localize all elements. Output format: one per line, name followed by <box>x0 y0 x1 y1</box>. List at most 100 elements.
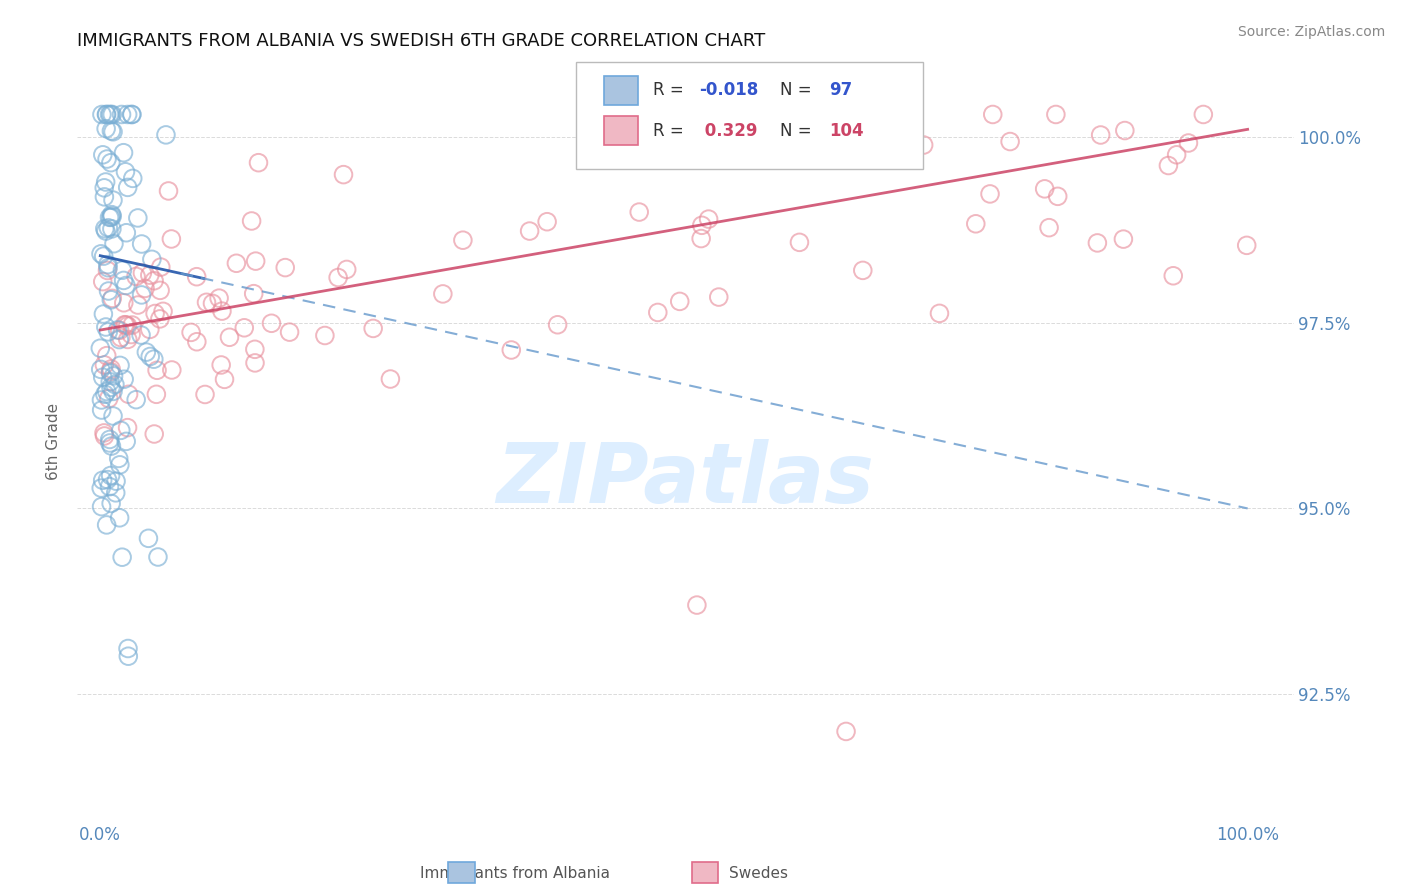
Point <box>100 208 122 222</box>
Point <box>131 237 153 252</box>
Point <box>1045 107 1067 121</box>
Point <box>96 107 118 121</box>
Text: Immigrants from Albania: Immigrants from Albania <box>420 866 610 881</box>
Point <box>93 307 115 321</box>
Point <box>1038 220 1060 235</box>
Point <box>98 211 121 225</box>
Point <box>134 281 156 295</box>
Point <box>91 275 114 289</box>
Point <box>208 291 231 305</box>
FancyBboxPatch shape <box>692 862 718 883</box>
Point <box>105 474 128 488</box>
Point <box>90 403 112 417</box>
Point <box>115 434 138 449</box>
Point <box>149 284 172 298</box>
Point <box>214 372 236 386</box>
Point <box>94 121 117 136</box>
Point <box>143 427 166 442</box>
Point <box>90 362 112 376</box>
Point <box>981 107 1004 121</box>
Point <box>101 107 124 121</box>
Point <box>94 221 117 235</box>
Point <box>852 263 875 277</box>
Point <box>707 290 730 304</box>
Point <box>112 145 135 160</box>
Point <box>115 318 138 332</box>
Point <box>100 293 122 307</box>
Point <box>243 356 266 370</box>
Point <box>789 235 811 250</box>
Point <box>1236 238 1258 252</box>
Point <box>96 473 118 487</box>
Point <box>142 352 165 367</box>
Point <box>690 231 713 245</box>
Point <box>100 155 122 169</box>
Point <box>672 107 695 121</box>
Point <box>125 392 148 407</box>
Point <box>686 598 709 612</box>
Point <box>225 256 247 270</box>
Point <box>145 387 167 401</box>
Point <box>160 363 183 377</box>
Point <box>100 366 122 380</box>
Point <box>91 148 114 162</box>
Point <box>91 370 114 384</box>
Point <box>97 325 120 339</box>
Point <box>336 262 359 277</box>
Point <box>108 510 131 524</box>
Point <box>114 165 136 179</box>
Point <box>998 135 1021 149</box>
Point <box>519 224 541 238</box>
Point <box>121 107 143 121</box>
Point <box>240 214 263 228</box>
Point <box>117 318 139 333</box>
Point <box>451 233 474 247</box>
Point <box>100 380 122 394</box>
Point <box>501 343 523 357</box>
Point <box>110 107 132 121</box>
Point <box>90 247 112 261</box>
Point <box>131 266 153 280</box>
Point <box>94 387 117 401</box>
Point <box>138 531 160 545</box>
Text: IMMIGRANTS FROM ALBANIA VS SWEDISH 6TH GRADE CORRELATION CHART: IMMIGRANTS FROM ALBANIA VS SWEDISH 6TH G… <box>77 32 766 50</box>
Point <box>101 384 124 399</box>
Point <box>108 333 131 347</box>
Point <box>107 323 129 337</box>
Point <box>115 278 138 293</box>
Point <box>112 295 135 310</box>
Point <box>1112 232 1135 246</box>
Point <box>274 260 297 275</box>
Point <box>98 480 121 494</box>
FancyBboxPatch shape <box>449 862 475 883</box>
Point <box>104 377 127 392</box>
Text: N =: N = <box>780 121 817 140</box>
Point <box>146 549 169 564</box>
Point <box>245 254 267 268</box>
Point <box>96 384 118 399</box>
Point <box>146 363 169 377</box>
Point <box>432 286 454 301</box>
Y-axis label: 6th Grade: 6th Grade <box>46 403 62 480</box>
Point <box>380 372 402 386</box>
Point <box>90 500 112 514</box>
Point <box>101 209 124 223</box>
Point <box>97 284 120 298</box>
Point <box>114 318 136 332</box>
Point <box>93 249 115 263</box>
Point <box>98 433 121 447</box>
Point <box>96 349 118 363</box>
Point <box>91 473 114 487</box>
Point <box>139 268 162 282</box>
Point <box>157 184 180 198</box>
Text: N =: N = <box>780 81 817 100</box>
Point <box>143 306 166 320</box>
Point <box>93 181 115 195</box>
FancyBboxPatch shape <box>605 116 638 145</box>
Point <box>101 193 124 207</box>
Point <box>1046 189 1069 203</box>
Point <box>94 320 117 334</box>
Point <box>101 291 124 305</box>
Point <box>243 343 266 357</box>
Point <box>104 486 127 500</box>
